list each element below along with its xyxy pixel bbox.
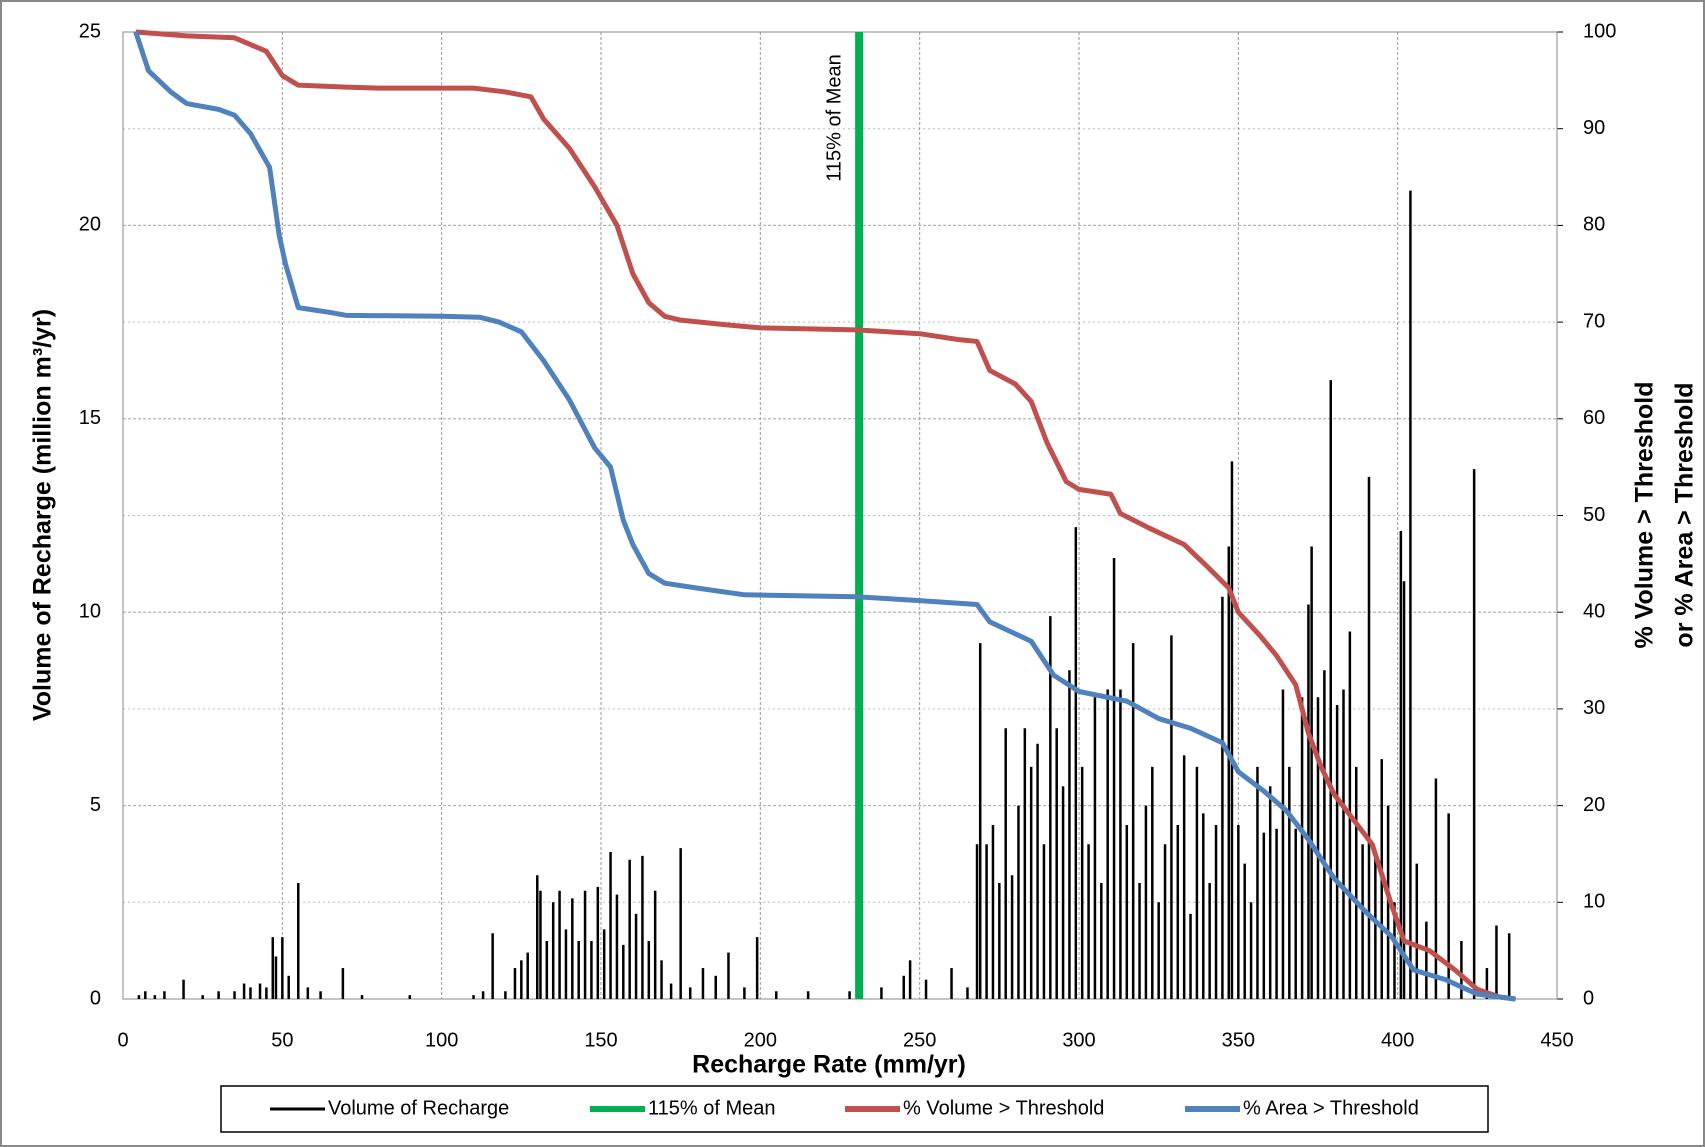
- legend-label: 115% of Mean: [648, 1097, 776, 1119]
- x-tick-label: 400: [1381, 1029, 1414, 1051]
- plot-frame: [122, 31, 1558, 1000]
- y-axis-label: Volume of Recharge (million m³/yr): [29, 309, 57, 721]
- y2-tick-label: 60: [1583, 407, 1605, 429]
- x-tick-label: 450: [1540, 1029, 1573, 1051]
- y-tick-label: 20: [79, 214, 101, 236]
- legend-label: Volume of Recharge: [328, 1097, 509, 1119]
- y2-tick-label: 80: [1583, 214, 1605, 236]
- y-tick-label: 15: [79, 407, 101, 429]
- y2-tick-label: 50: [1583, 504, 1605, 526]
- y2-tick-label: 0: [1583, 987, 1594, 1009]
- x-tick-label: 100: [425, 1029, 458, 1051]
- x-tick-label: 350: [1222, 1029, 1255, 1051]
- y2-axis-label: or % Area > Threshold: [1671, 382, 1699, 647]
- y2-tick-label: 40: [1583, 600, 1605, 622]
- legend-label: % Volume > Threshold: [903, 1097, 1104, 1119]
- y-tick-label: 25: [79, 20, 101, 42]
- line: [133, 31, 1516, 1002]
- x-tick-label: 300: [1062, 1029, 1095, 1051]
- x-tick-label: 250: [903, 1029, 936, 1051]
- x-tick-label: 150: [584, 1029, 617, 1051]
- y2-tick-label: 10: [1583, 891, 1605, 913]
- annotation: 115% of Mean: [823, 54, 845, 182]
- legend-label: % Area > Threshold: [1243, 1097, 1419, 1119]
- y-tick-label: 5: [90, 794, 101, 816]
- y2-tick-label: 90: [1583, 117, 1605, 139]
- y2-tick-label: 70: [1583, 310, 1605, 332]
- x-tick-label: 200: [744, 1029, 777, 1051]
- y-tick-label: 0: [90, 987, 101, 1009]
- y2-tick-label: 100: [1583, 20, 1616, 42]
- y2-axis-label: % Volume > Threshold: [1631, 382, 1659, 649]
- x-axis-label: Recharge Rate (mm/yr): [692, 1051, 966, 1079]
- y-tick-label: 10: [79, 600, 101, 622]
- y2-tick-label: 30: [1583, 697, 1605, 719]
- x-tick-label: 50: [271, 1029, 293, 1051]
- x-tick-label: 0: [117, 1029, 128, 1051]
- y2-tick-label: 20: [1583, 794, 1605, 816]
- line: [135, 29, 1516, 1002]
